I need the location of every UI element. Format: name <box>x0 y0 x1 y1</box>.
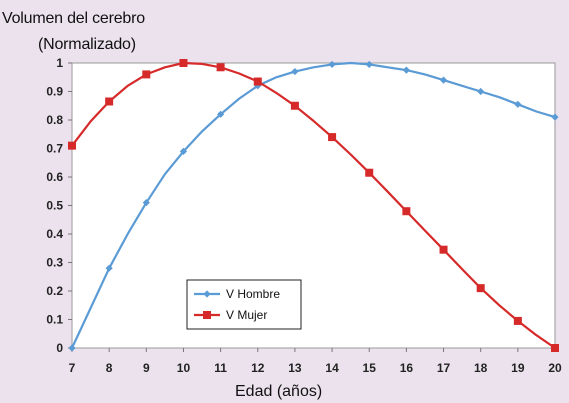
x-tick-label: 8 <box>106 361 113 375</box>
y-tick-label: 0.2 <box>46 284 63 298</box>
x-tick-label: 17 <box>437 361 451 375</box>
x-axis-label: Edad (años) <box>235 383 323 400</box>
legend-box <box>186 279 302 330</box>
data-point <box>253 77 262 86</box>
data-point <box>105 97 114 106</box>
data-point <box>551 113 559 121</box>
legend-swatch-marker <box>203 311 211 319</box>
data-point <box>514 100 522 108</box>
y-tick-label: 0.9 <box>46 85 63 99</box>
data-point <box>142 199 150 207</box>
y-axis: 0 0.1 0.2 0.3 0.4 0.5 0.6 0.7 0.8 0.9 1 <box>46 56 72 355</box>
y-tick-label: 1 <box>56 56 63 70</box>
legend-entry-label: V Mujer <box>226 308 267 322</box>
series-layer <box>68 59 559 352</box>
data-point <box>402 66 410 74</box>
data-point <box>477 87 485 96</box>
y-tick-label: 0.7 <box>46 142 63 156</box>
x-tick-label: 16 <box>400 361 414 375</box>
x-tick-label: 10 <box>177 361 191 375</box>
legend-entry-label: V Hombre <box>226 287 280 301</box>
y-tick-label: 0.4 <box>46 227 63 241</box>
x-tick-label: 19 <box>511 361 525 375</box>
legend: V Hombre V Mujer <box>186 279 302 330</box>
data-point <box>365 60 373 69</box>
chart-title-line-1: Volumen del cerebro <box>2 10 145 27</box>
data-point <box>513 316 522 325</box>
x-tick-label: 13 <box>288 361 302 375</box>
data-point <box>217 110 225 118</box>
data-point <box>68 344 76 352</box>
data-point <box>68 141 76 150</box>
data-point <box>402 207 411 216</box>
x-tick-label: 11 <box>214 361 227 375</box>
data-point <box>439 245 448 254</box>
data-point <box>105 264 113 272</box>
data-point <box>365 168 374 177</box>
x-tick-label: 7 <box>69 361 76 375</box>
x-tick-label: 12 <box>251 361 265 375</box>
data-point <box>551 344 559 352</box>
y-tick-label: 0.6 <box>46 170 63 184</box>
y-tick-label: 0.3 <box>46 256 63 270</box>
plot-area <box>71 62 556 349</box>
x-tick-label: 14 <box>325 361 339 375</box>
x-tick-label: 9 <box>143 361 150 375</box>
data-point <box>290 101 299 110</box>
y-tick-label: 0.5 <box>46 199 63 213</box>
data-point <box>179 147 188 155</box>
legend-swatch-marker <box>203 290 211 298</box>
y-tick-label: 0 <box>56 341 63 355</box>
data-point <box>328 60 336 69</box>
data-point <box>179 59 188 67</box>
x-tick-label: 15 <box>363 361 377 375</box>
series-mujer <box>68 59 559 352</box>
series-line <box>71 61 556 349</box>
x-axis: 7 8 9 10 11 12 13 14 15 16 17 18 19 20 <box>69 348 562 375</box>
series-line <box>71 61 556 349</box>
data-point <box>328 133 337 142</box>
data-point <box>142 70 151 79</box>
y-tick-label: 0.1 <box>46 313 63 327</box>
x-tick-label: 18 <box>474 361 488 375</box>
y-tick-label: 0.8 <box>46 113 63 127</box>
data-point <box>476 284 485 293</box>
data-point <box>216 63 225 72</box>
x-tick-label: 20 <box>548 361 562 375</box>
chart-title-line-2: (Normalizado) <box>38 36 136 53</box>
series-hombre <box>68 60 559 352</box>
data-point <box>291 67 299 76</box>
data-point <box>439 76 448 84</box>
